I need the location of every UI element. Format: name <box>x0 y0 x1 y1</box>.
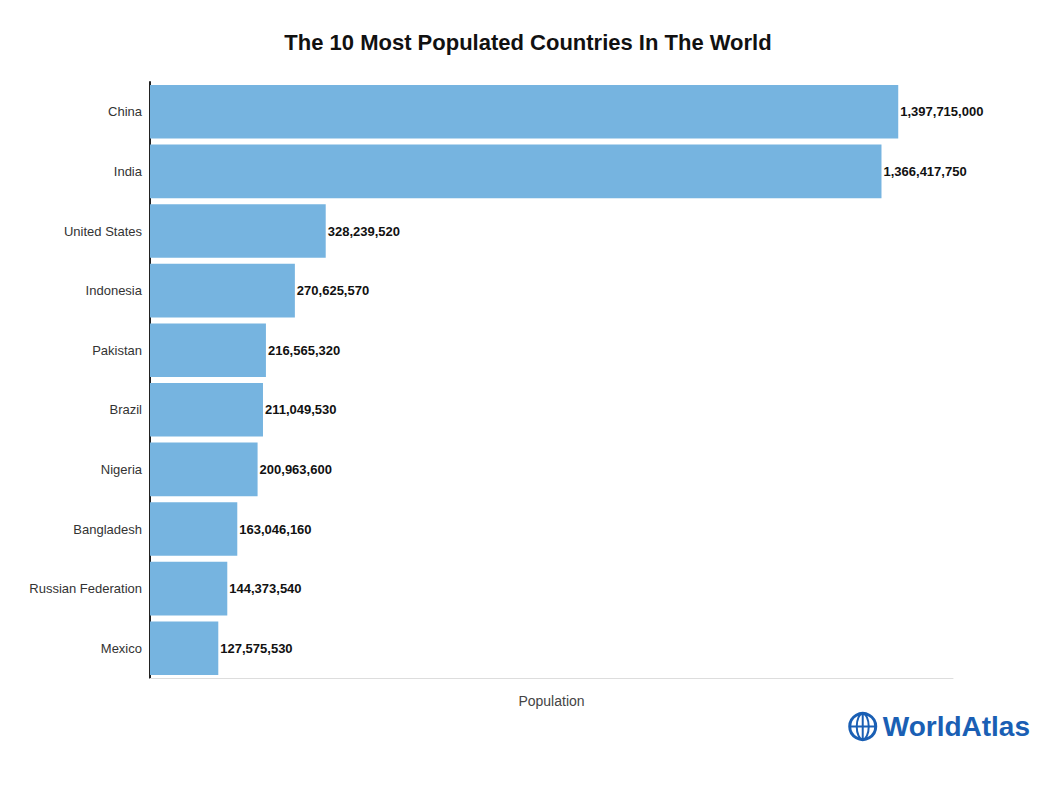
svg-text:WorldAtlas: WorldAtlas <box>883 711 1030 742</box>
svg-text:United States: United States <box>64 224 143 239</box>
svg-text:200,963,600: 200,963,600 <box>260 462 332 477</box>
svg-text:127,575,530: 127,575,530 <box>220 641 292 656</box>
svg-text:163,046,160: 163,046,160 <box>239 522 311 537</box>
svg-text:216,565,320: 216,565,320 <box>268 343 340 358</box>
svg-text:1,397,715,000: 1,397,715,000 <box>900 104 983 119</box>
svg-text:The 10 Most Populated Countrie: The 10 Most Populated Countries In The W… <box>284 30 771 55</box>
svg-text:Pakistan: Pakistan <box>92 343 142 358</box>
svg-text:Russian Federation: Russian Federation <box>29 581 142 596</box>
svg-text:Population: Population <box>518 693 584 709</box>
svg-text:211,049,530: 211,049,530 <box>265 402 337 417</box>
svg-text:India: India <box>114 164 143 179</box>
svg-text:Mexico: Mexico <box>101 641 142 656</box>
svg-text:Brazil: Brazil <box>109 402 142 417</box>
svg-text:270,625,570: 270,625,570 <box>297 283 369 298</box>
svg-text:Bangladesh: Bangladesh <box>73 522 142 537</box>
svg-text:Nigeria: Nigeria <box>101 462 143 477</box>
svg-text:144,373,540: 144,373,540 <box>229 581 301 596</box>
svg-text:328,239,520: 328,239,520 <box>328 224 400 239</box>
svg-text:Indonesia: Indonesia <box>86 283 143 298</box>
svg-text:1,366,417,750: 1,366,417,750 <box>883 164 966 179</box>
svg-text:China: China <box>108 104 143 119</box>
